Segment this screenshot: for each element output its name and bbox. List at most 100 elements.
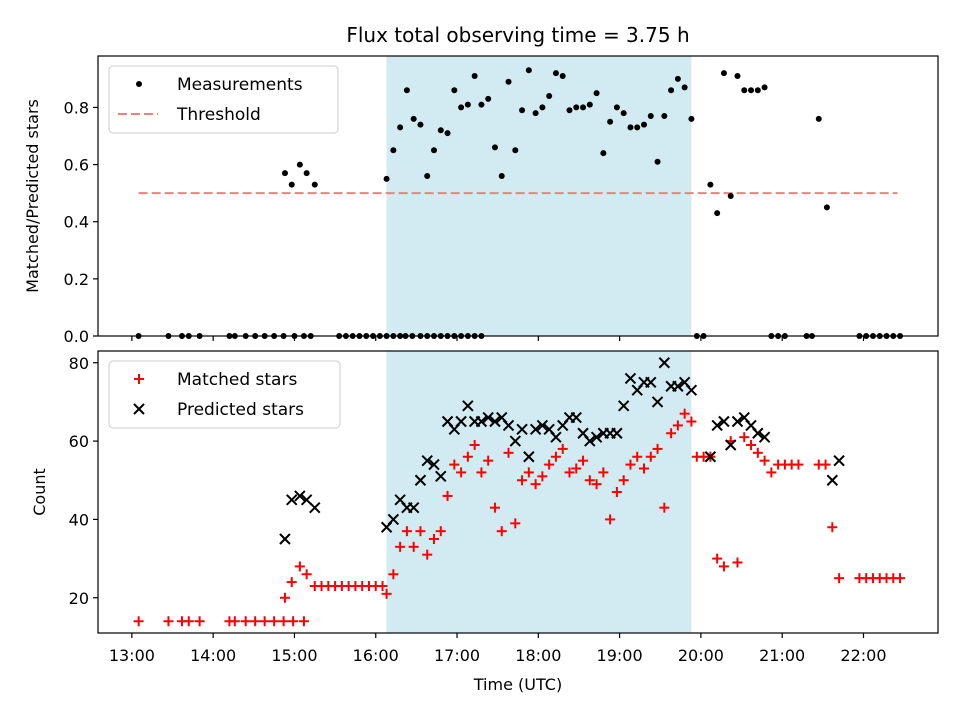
predicted-star-point	[387, 513, 400, 526]
predicted-star-point	[407, 501, 420, 514]
matched-star-point	[672, 420, 683, 431]
predicted-star-point	[462, 400, 474, 412]
measurement-point	[410, 115, 417, 122]
measurement-point	[485, 95, 492, 102]
predicted-star-point	[279, 533, 291, 545]
measurement-point	[288, 181, 295, 188]
matched-star-point	[591, 479, 602, 490]
measurement-point	[458, 104, 465, 111]
matched-star-point	[298, 616, 309, 627]
y-tick-label: 0.4	[64, 213, 89, 232]
matched-star-point	[240, 616, 251, 627]
matched-star-point	[456, 467, 467, 478]
matched-star-point	[183, 616, 194, 627]
measurement-point	[471, 73, 478, 79]
predicted-star-point	[570, 411, 582, 424]
matched-star-point	[625, 459, 636, 470]
measurement-point	[546, 93, 553, 99]
matched-star-point	[752, 447, 763, 458]
predicted-star-point	[711, 419, 723, 432]
predicted-star-point	[455, 415, 467, 428]
measurement-point	[620, 110, 627, 117]
series-predicted-stars	[279, 357, 845, 545]
matched-star-point	[537, 471, 548, 482]
matched-star-point	[194, 616, 205, 627]
predicted-star-point	[294, 490, 306, 502]
y-tick-label: 0.8	[64, 98, 89, 117]
matched-star-point	[611, 487, 622, 497]
matched-star-point	[449, 459, 460, 470]
matched-star-point	[163, 616, 174, 627]
matched-star-point	[259, 616, 270, 627]
measurement-point	[559, 73, 566, 79]
top-y-axis-label: Matched/Predicted stars	[23, 99, 42, 293]
matched-star-point	[503, 447, 514, 458]
matched-star-point	[645, 451, 656, 462]
measurement-point	[647, 113, 654, 119]
matched-star-point	[422, 549, 433, 560]
matched-star-point	[429, 534, 439, 544]
matched-star-point	[834, 573, 845, 584]
y-tick-label: 0.2	[64, 270, 89, 289]
legend-entry-label: Threshold	[176, 105, 261, 125]
measurement-point	[311, 181, 318, 188]
matched-star-point	[462, 451, 473, 462]
matched-star-point	[766, 467, 777, 478]
measurement-point	[491, 144, 498, 151]
measurement-point	[654, 158, 661, 165]
measurement-point	[815, 115, 822, 122]
measurement-point	[573, 104, 580, 111]
x-axis-label: Time (UTC)	[473, 675, 562, 694]
measurement-point	[539, 104, 546, 111]
measurement-point	[498, 173, 505, 179]
matched-star-point	[746, 440, 757, 450]
measurement-point	[525, 67, 532, 74]
measurement-point	[681, 84, 688, 91]
top-panel: 0.0 0.2 0.4 0.6 0.8 Measurements Threshold	[64, 55, 939, 346]
predicted-star-point	[550, 431, 562, 443]
y-tick-label: 40	[69, 510, 89, 529]
predicted-star-point	[590, 431, 603, 443]
measurement-point	[444, 130, 451, 137]
measurement-point	[668, 87, 675, 94]
measurement-point	[754, 87, 761, 94]
legend-marker-dot	[136, 81, 142, 87]
predicted-star-point	[658, 357, 671, 369]
y-tick-label: 0.6	[64, 156, 89, 175]
predicted-star-point	[826, 474, 839, 486]
x-tick-label: 19:00	[597, 646, 643, 665]
matched-star-point	[618, 475, 629, 486]
measurement-point	[714, 210, 721, 217]
matched-star-point	[301, 569, 312, 580]
bottom-panel: 20 40 60 80 13:00 14:00 15:00 16:00 17:00 18:00 19…	[69, 350, 939, 665]
predicted-star-point	[414, 474, 427, 486]
measurement-point	[734, 73, 741, 79]
matched-star-point	[544, 459, 555, 470]
matched-star-point	[598, 467, 609, 478]
predicted-star-point	[502, 419, 515, 432]
matched-star-point	[584, 475, 595, 486]
predicted-star-point	[833, 454, 845, 467]
y-tick-label: 80	[69, 354, 89, 373]
matched-star-point	[489, 502, 500, 513]
measurement-point	[451, 87, 458, 94]
matched-star-point	[377, 581, 388, 591]
matched-star-point	[278, 616, 289, 627]
measurement-point	[600, 150, 607, 157]
matched-star-point	[820, 459, 831, 470]
matched-star-point	[639, 463, 649, 474]
predicted-star-point	[286, 494, 298, 506]
measurement-point	[403, 87, 410, 94]
measurement-point	[552, 70, 559, 77]
legend-marker-x	[133, 403, 145, 415]
matched-star-point	[523, 467, 534, 478]
matched-star-point	[476, 467, 487, 478]
predicted-star-point	[421, 454, 433, 467]
measurement-point	[641, 121, 647, 128]
axes-frame	[97, 55, 939, 337]
matched-star-point	[530, 479, 541, 490]
predicted-star-point	[731, 415, 744, 428]
predicted-star-point	[529, 423, 542, 436]
matched-star-point	[557, 443, 568, 454]
